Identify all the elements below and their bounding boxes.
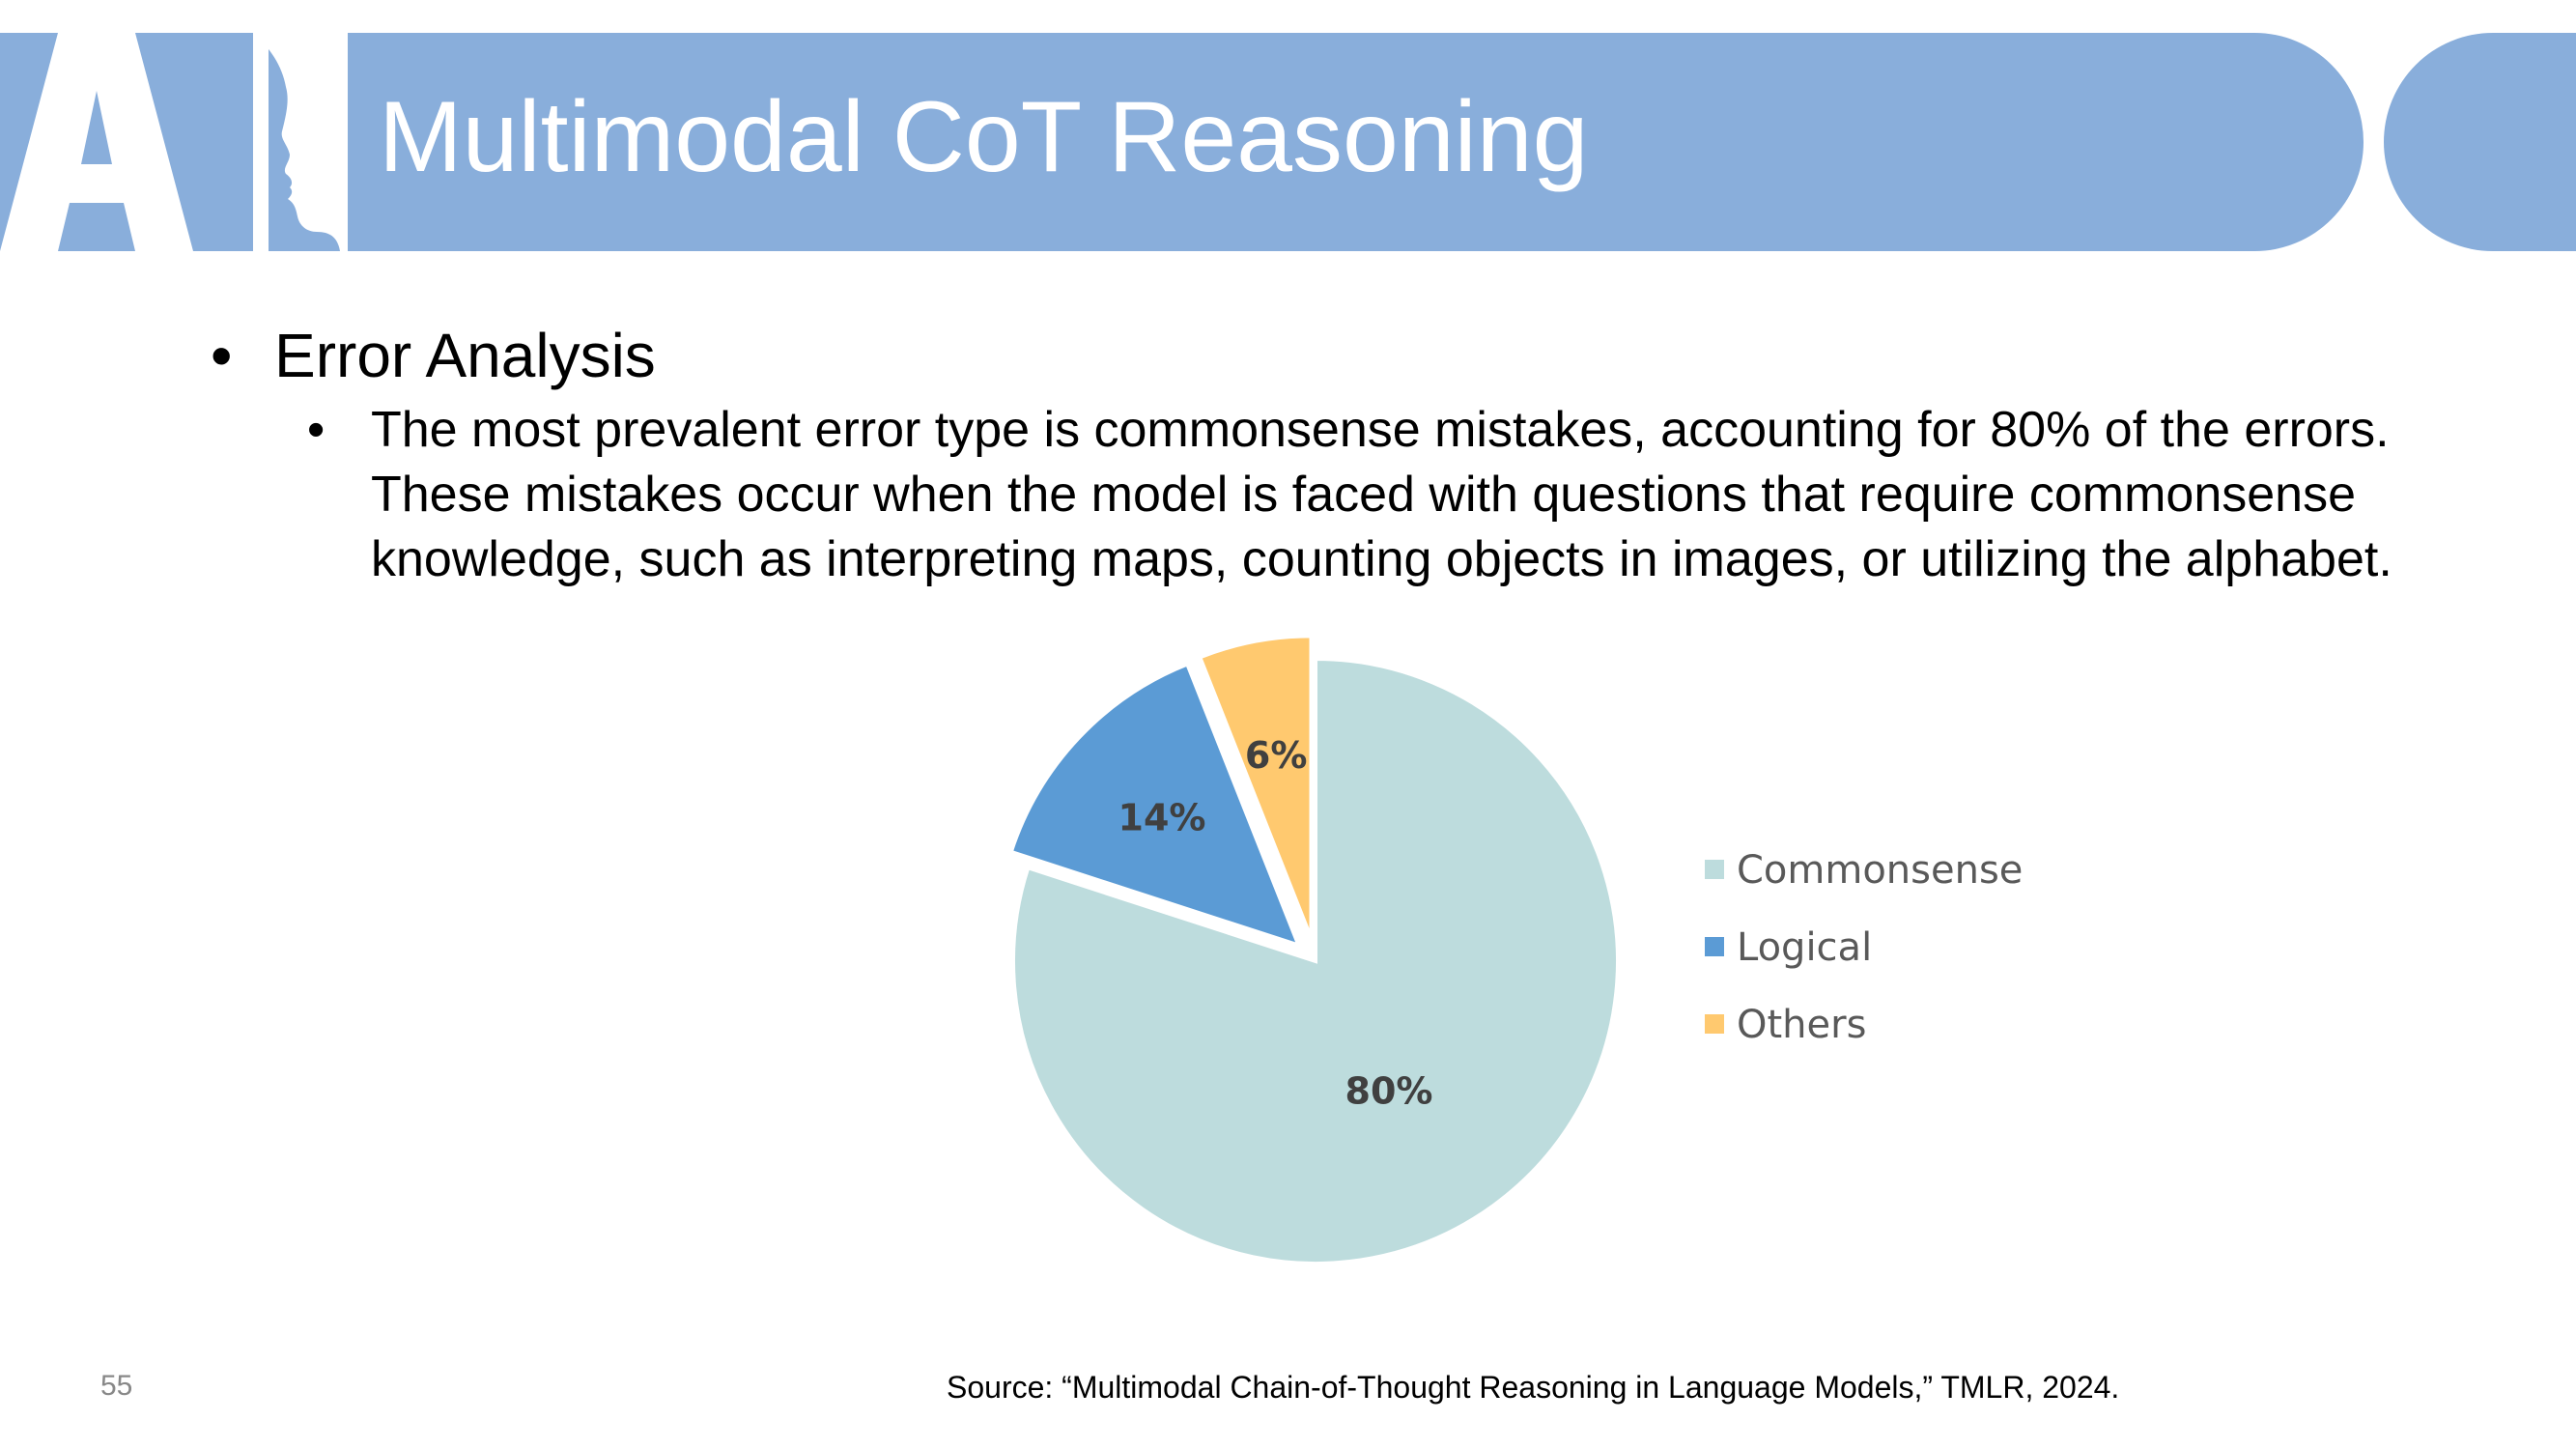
data-label-logical: 14% xyxy=(1118,797,1206,839)
error-pie-chart: 80% 14% 6% Commonsense Logical Others xyxy=(1008,634,2023,1265)
page-number: 55 xyxy=(100,1370,133,1402)
source-citation: Source: “Multimodal Chain-of-Thought Rea… xyxy=(947,1370,2120,1405)
bullet-text: Error Analysis xyxy=(274,321,656,390)
banner-decoration xyxy=(2384,33,2576,251)
bullet-marker: • xyxy=(211,321,233,390)
legend-label-others: Others xyxy=(1737,1003,1866,1047)
title-banner xyxy=(0,33,2364,251)
sub-bullet: • The most prevalent error type is commo… xyxy=(307,398,2393,592)
legend-swatch-others xyxy=(1705,1014,1724,1034)
pie-slice-commonsense xyxy=(1011,656,1620,1265)
ai-head-logo xyxy=(0,33,348,251)
pie-slice-others xyxy=(1197,634,1314,940)
legend-swatch-commonsense xyxy=(1705,860,1724,879)
sub-bullet-marker: • xyxy=(307,402,326,458)
slide-title: Multimodal CoT Reasoning xyxy=(379,81,1589,193)
sub-bullet-text: The most prevalent error type is commons… xyxy=(371,402,2392,587)
data-label-others: 6% xyxy=(1245,734,1308,777)
legend-label-logical: Logical xyxy=(1737,925,1872,970)
pie-slice-logical xyxy=(1008,661,1302,949)
data-label-commonsense: 80% xyxy=(1345,1069,1433,1112)
legend-swatch-logical xyxy=(1705,937,1724,956)
legend-label-commonsense: Commonsense xyxy=(1737,848,2023,893)
